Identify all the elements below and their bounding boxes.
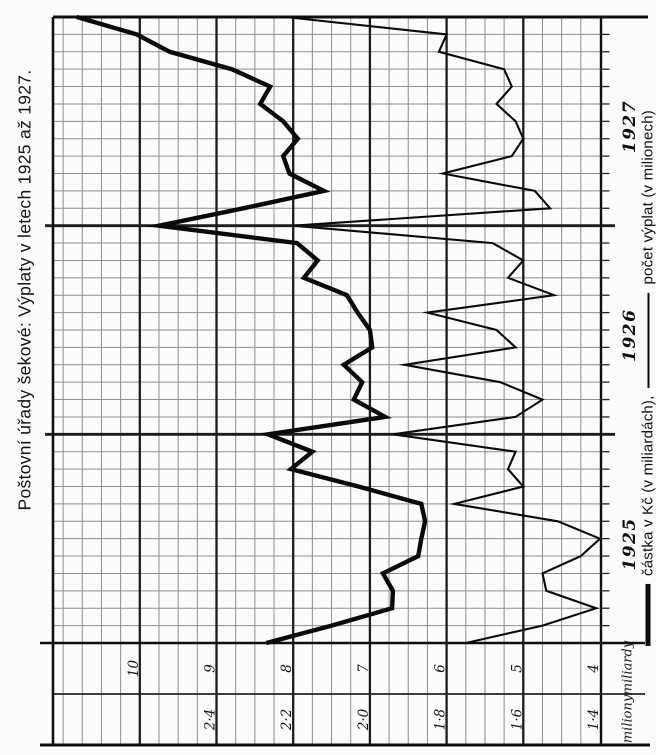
castka-line-swatch (645, 583, 651, 646)
miliardy-axis-unit-label: miliardy (620, 640, 636, 696)
castka-series-line (76, 14, 428, 646)
legend-castka-label: částka v Kč (v miliardách), (639, 395, 656, 576)
legend: částka v Kč (v miliardách), počet výplat… (640, 110, 656, 646)
svg-text:2·0: 2·0 (356, 708, 372, 731)
miliony-axis-unit-label: miliony (620, 694, 636, 744)
svg-text:8: 8 (279, 664, 295, 673)
major-gridlines (45, 17, 615, 745)
svg-text:1927: 1927 (620, 100, 640, 153)
chart-title: Poštovní úřady šekové: Výplaty v letech … (14, 69, 35, 511)
month-tick-marks (601, 33, 610, 627)
svg-text:1·8: 1·8 (433, 708, 449, 730)
svg-text:5: 5 (509, 664, 525, 673)
svg-text:6: 6 (433, 664, 449, 673)
svg-text:10: 10 (126, 660, 142, 678)
svg-text:1·6: 1·6 (509, 708, 525, 730)
svg-text:2·2: 2·2 (279, 709, 295, 731)
pocet-series-line (285, 15, 602, 645)
miliardy-tick-labels: 10 9 8 7 6 5 4 (126, 660, 602, 678)
svg-text:7: 7 (356, 664, 372, 673)
pocet-line-swatch (647, 292, 649, 388)
svg-text:2·4: 2·4 (203, 709, 219, 731)
svg-text:1926: 1926 (620, 309, 640, 362)
svg-text:4: 4 (586, 664, 602, 674)
svg-text:1925: 1925 (620, 517, 640, 570)
svg-text:9: 9 (203, 664, 219, 673)
legend-pocet-label: počet výplat (v milionech) (639, 110, 656, 285)
svg-text:1·4: 1·4 (586, 709, 602, 730)
miliony-tick-labels: 2·4 2·2 2·0 1·8 1·6 1·4 (203, 708, 603, 731)
chart-frame (40, 15, 650, 747)
year-labels: 1925 1926 1927 (620, 100, 640, 571)
